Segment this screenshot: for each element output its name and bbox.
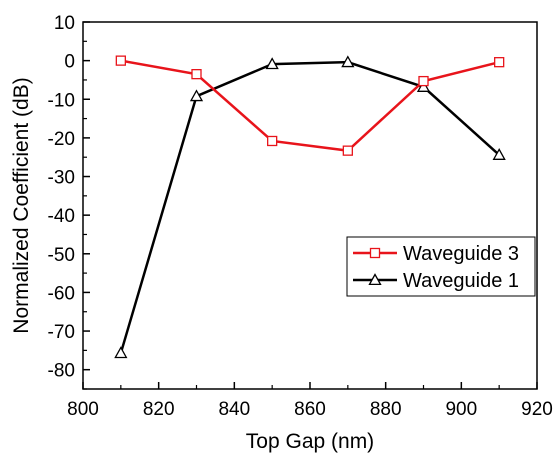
y-tick-label: -10 xyxy=(48,90,75,111)
data-point xyxy=(115,55,126,66)
y-tick-label: -60 xyxy=(48,283,75,304)
y-tick-label: -50 xyxy=(48,245,75,266)
y-tick-label: 0 xyxy=(64,52,75,73)
legend-box xyxy=(346,236,536,297)
data-point xyxy=(342,145,353,156)
x-tick-label: 800 xyxy=(67,399,99,420)
data-point xyxy=(341,55,355,68)
y-axis: 10 0 -10 -20 -30 -40 -50 -60 -70 -80 xyxy=(48,13,90,390)
y-tick-label: -80 xyxy=(48,361,75,382)
x-tick-label: 920 xyxy=(521,399,553,420)
legend: Waveguide 3 Waveguide 1 xyxy=(346,236,536,297)
data-point xyxy=(494,57,505,68)
x-tick-label: 860 xyxy=(294,399,326,420)
legend-label: Waveguide 3 xyxy=(403,243,519,265)
y-tick-label: -30 xyxy=(48,168,75,189)
series-waveguide-3 xyxy=(115,55,505,156)
legend-label: Waveguide 1 xyxy=(403,270,519,292)
y-tick-label: 10 xyxy=(54,13,75,34)
x-tick-label: 820 xyxy=(143,399,175,420)
plot-frame xyxy=(82,21,538,390)
x-tick-label: 840 xyxy=(218,399,250,420)
data-point xyxy=(191,69,202,80)
x-axis-title: Top Gap (nm) xyxy=(246,430,374,453)
data-point xyxy=(189,89,204,102)
data-point xyxy=(267,135,278,147)
legend-marker xyxy=(369,247,381,259)
x-axis: 800 820 840 860 880 900 920 xyxy=(67,382,553,420)
y-tick-label: -40 xyxy=(48,206,75,227)
y-axis-title: Normalized Coefficient (dB) xyxy=(10,77,33,333)
data-point xyxy=(416,80,431,92)
y-tick-label: -20 xyxy=(48,129,75,150)
data-point xyxy=(114,346,128,359)
data-point xyxy=(418,75,429,87)
data-point xyxy=(492,148,506,160)
x-tick-label: 900 xyxy=(445,399,477,420)
data-point xyxy=(265,57,279,70)
series-line xyxy=(119,60,501,354)
plot-border xyxy=(82,21,538,390)
x-tick-label: 880 xyxy=(370,399,402,420)
legend-marker xyxy=(368,273,382,286)
series-line xyxy=(120,59,500,152)
series-waveguide-1 xyxy=(114,55,506,359)
y-tick-label: -70 xyxy=(48,322,75,343)
series-layer xyxy=(114,55,506,359)
